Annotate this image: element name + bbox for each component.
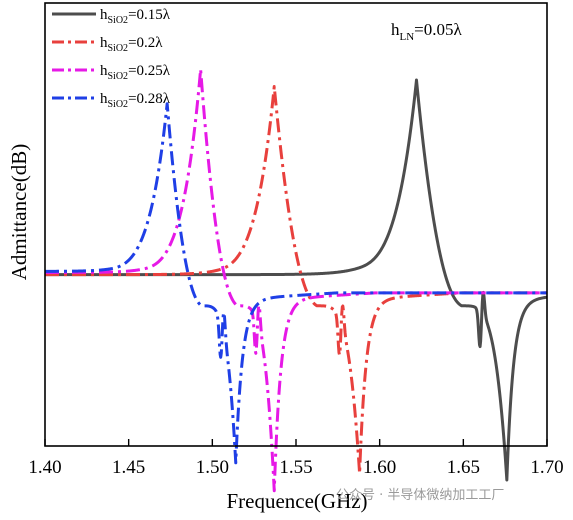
x-tick-label-2: 1.50 [196, 457, 229, 478]
annotation-rest: =0.05λ [414, 20, 462, 39]
legend: hSiO2=0.15λ hSiO2=0.2λ hSiO2=0.25λ hSiO2=0.… [52, 7, 171, 110]
legend-label-2: hSiO2=0.25λ [100, 63, 171, 82]
series-layer [44, 67, 548, 493]
x-axis-title: Frequence(GHz) [226, 489, 367, 513]
plot-frame [44, 2, 548, 447]
series-line-1 [44, 85, 548, 475]
watermark: 公众号 · 半导体微纳加工工厂 [336, 488, 504, 503]
annotation-sub: LN [400, 31, 415, 43]
x-tick-label-1: 1.45 [112, 457, 145, 478]
y-axis-title: Admittance(dB) [7, 144, 31, 280]
x-tick-label-4: 1.60 [363, 457, 396, 478]
series-line-0 [44, 78, 548, 482]
x-tick-label-6: 1.70 [530, 457, 563, 478]
x-tick-label-0: 1.40 [28, 457, 61, 478]
x-tick-label-5: 1.65 [447, 457, 480, 478]
annotation-hln: hLN=0.05λ [391, 20, 463, 43]
x-tick-label-3: 1.55 [279, 457, 312, 478]
legend-label-0: hSiO2=0.15λ [100, 7, 171, 26]
series-line-2 [44, 67, 548, 493]
annotation-base: h [391, 20, 400, 39]
legend-label-3: hSiO2=0.28λ [100, 91, 171, 110]
x-ticks: 1.40 1.45 1.50 1.55 1.60 1.65 1.70 [28, 439, 564, 478]
legend-label-1: hSiO2=0.2λ [100, 35, 163, 54]
series-line-3 [44, 102, 548, 465]
